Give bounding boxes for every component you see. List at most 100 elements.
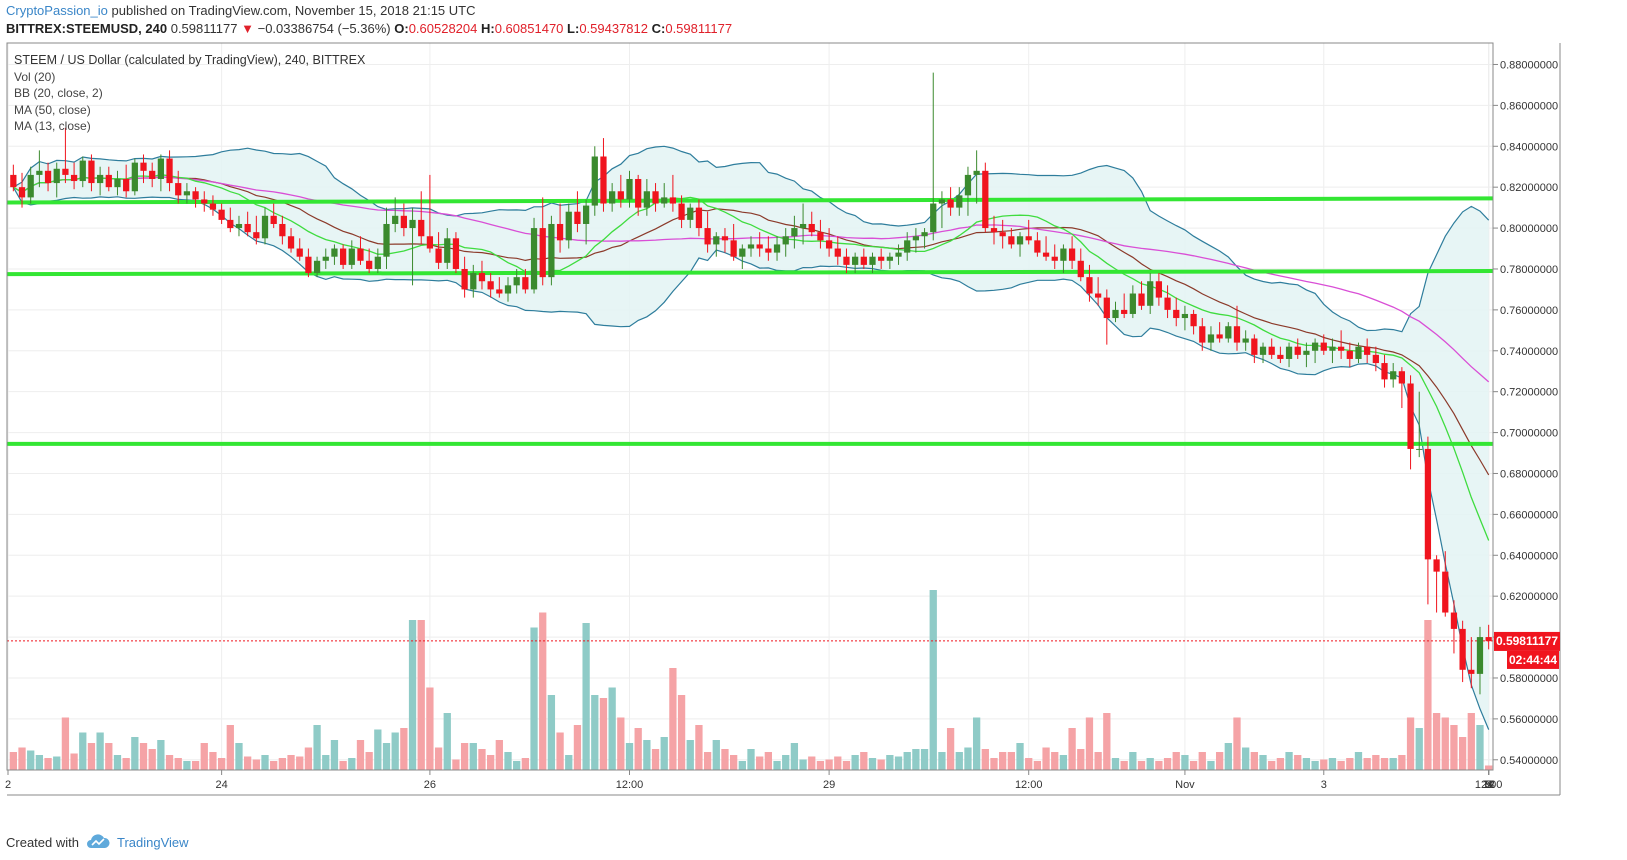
volume-bar [981, 749, 989, 770]
volume-bar [1441, 717, 1449, 770]
volume-bar [903, 752, 911, 770]
candle-body [114, 178, 121, 188]
volume-bar [651, 749, 660, 770]
candle-body [1468, 669, 1475, 674]
candle-body [192, 191, 199, 200]
volume-bar [374, 729, 382, 770]
candle-body [105, 174, 112, 188]
volume-bar [1033, 761, 1042, 770]
candle-body [1442, 571, 1449, 613]
x-tick-label: 3 [1321, 779, 1327, 791]
candle-body [331, 248, 338, 257]
candle-body [487, 281, 494, 290]
volume-bar [252, 759, 260, 770]
candle-body [1060, 248, 1067, 261]
candle-body [1155, 281, 1163, 298]
volume-bar [920, 749, 929, 770]
volume-bar [929, 590, 937, 770]
volume-bar [1051, 752, 1059, 770]
volume-bar [382, 743, 391, 770]
volume-bar [174, 758, 182, 770]
candle-body [582, 205, 590, 224]
x-tick-label: 12:00 [1015, 779, 1043, 791]
volume-bar [1285, 752, 1293, 770]
volume-bar [391, 732, 399, 770]
down-arrow-icon: ▼ [241, 21, 254, 36]
volume-bar [625, 743, 634, 770]
volume-bar [487, 755, 495, 770]
volume-bar [408, 620, 417, 770]
volume-bar [356, 740, 365, 770]
volume-bar [278, 758, 287, 770]
y-tick-label: 0.88000000 [1500, 59, 1558, 71]
volume-bar [504, 752, 512, 770]
volume-bar [105, 743, 113, 770]
candle-body [930, 203, 937, 233]
candle-body [1103, 297, 1110, 319]
volume-bar [1146, 758, 1154, 770]
legend-bb[interactable]: BB (20, close, 2) [14, 86, 103, 100]
candle-body [496, 289, 503, 294]
volume-bars [9, 590, 1493, 770]
volume-bar [44, 758, 52, 770]
candle-body [522, 277, 529, 290]
candle-body [1121, 309, 1128, 314]
change-value: −0.03386754 (−5.36%) [257, 21, 391, 36]
candle-body [296, 248, 303, 257]
candle-body [1242, 338, 1249, 343]
volume-bar [964, 747, 972, 770]
candle-body [1034, 240, 1041, 253]
candle-body [904, 240, 911, 253]
volume-bar [1294, 755, 1302, 770]
candle-body [721, 236, 729, 241]
volume-bar [191, 761, 200, 770]
volume-bar [1320, 759, 1328, 770]
candle-body [149, 170, 156, 179]
created-with-label: Created with [6, 834, 79, 850]
volume-bar [183, 761, 191, 770]
y-tick-label: 0.54000000 [1500, 755, 1558, 767]
candle-body [261, 215, 269, 239]
candle-body [339, 248, 347, 265]
volume-bar [304, 747, 313, 770]
candle-body [444, 238, 451, 263]
close-label: C: [651, 21, 666, 36]
volume-bar [1077, 749, 1085, 770]
legend-vol[interactable]: Vol (20) [14, 69, 56, 84]
volume-bar [1389, 758, 1397, 770]
volume-bar [478, 749, 486, 770]
candle-body [852, 256, 859, 265]
candle-body [504, 285, 512, 294]
tradingview-link[interactable]: TradingView [116, 834, 189, 850]
legend-ma13[interactable]: MA (13, close) [14, 119, 91, 133]
volume-bar [96, 732, 104, 770]
price-badges: 0.59811177 02:44:44 [1494, 631, 1560, 669]
candle-body [982, 170, 989, 229]
candle-body [869, 256, 876, 265]
candle-body [1398, 371, 1406, 384]
candle-body [687, 207, 694, 220]
volume-bar [643, 740, 651, 770]
volume-bar [1328, 758, 1337, 770]
high-label: H: [481, 21, 495, 36]
candle-body [713, 236, 720, 245]
candle-body [652, 191, 659, 204]
x-tick-label: 5 [1486, 779, 1492, 791]
volume-bar [1007, 752, 1015, 770]
volume-bar [660, 737, 668, 770]
candle-body [175, 183, 182, 196]
volume-bar [1311, 761, 1319, 770]
publisher-link[interactable]: CryptoPassion_io [6, 3, 108, 18]
low-value: 0.59437812 [579, 21, 648, 36]
volume-bar [400, 728, 408, 770]
candle-body [1311, 342, 1319, 351]
volume-bar [669, 668, 677, 770]
volume-bar [946, 728, 955, 770]
candle-body [131, 162, 138, 192]
volume-bar [1120, 761, 1128, 770]
volume-bar [1215, 752, 1224, 770]
candle-body [1173, 309, 1180, 319]
candle-body [96, 174, 104, 184]
legend-ma50[interactable]: MA (50, close) [14, 102, 91, 117]
